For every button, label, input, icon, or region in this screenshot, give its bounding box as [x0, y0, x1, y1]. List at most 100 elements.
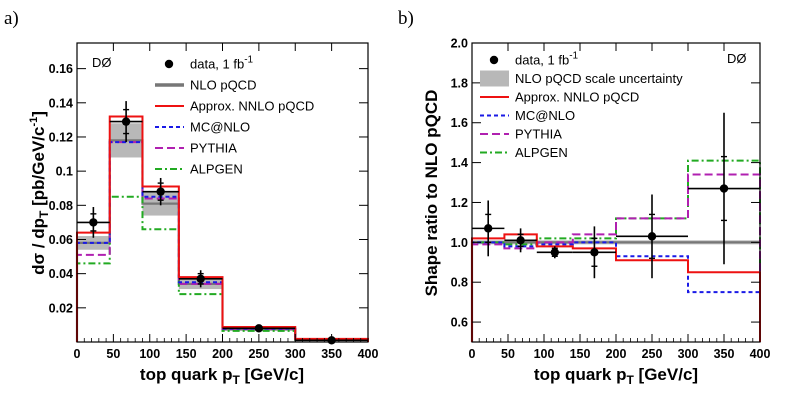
x-tick-label-b-8: 400	[750, 347, 771, 361]
y-tick-label-a-2: 0.06	[49, 233, 73, 247]
legend-alpgen-label-b: ALPGEN	[515, 145, 568, 160]
y-tick-label-b-1: 0.8	[451, 276, 468, 290]
x-axis-title-b: top quark pT [GeV/c]	[534, 365, 698, 387]
legend-mcnlo-label-a: MC@NLO	[190, 120, 250, 135]
x-axis-title-a: top quark pT [GeV/c]	[140, 365, 304, 387]
x-tick-label-a-7: 350	[321, 347, 342, 361]
legend-nlo-swatch-b	[480, 70, 509, 87]
legend-alpgen-label-a: ALPGEN	[190, 162, 243, 177]
x-tick-label-b-6: 300	[678, 347, 699, 361]
legend-data-label-a: data, 1 fb-1	[190, 55, 254, 72]
legend-data-text-a: data, 1 fb	[190, 57, 244, 72]
y-tick-label-b-3: 1.2	[451, 196, 468, 210]
legend-nnlo-text-a: Approx. NNLO pQCD	[190, 99, 314, 114]
legend-pythia-label-b: PYTHIA	[515, 127, 562, 142]
y-axis-unit-c-a: c	[29, 127, 48, 136]
x-axis-label-sub-b: T	[626, 373, 634, 387]
data-point-b-2	[550, 248, 559, 257]
legend-alpgen-text-b: ALPGEN	[515, 145, 568, 160]
data-point-b-5	[719, 184, 729, 193]
x-tick-label-a-6: 300	[285, 347, 306, 361]
legend-alpgen-text-a: ALPGEN	[190, 162, 243, 177]
legend-nlo-label-b: NLO pQCD scale uncertainty	[515, 71, 683, 86]
y-tick-label-b-0: 0.6	[451, 316, 468, 330]
x-axis-unit-b: [GeV/c]	[639, 365, 699, 384]
legend-pythia-text-b: PYTHIA	[515, 127, 562, 142]
plot-frame-a	[76, 42, 369, 343]
panel-a-label: a)	[4, 8, 19, 29]
y-tick-label-a-6: 0.14	[49, 96, 73, 110]
legend-nnlo-text-b: Approx. NNLO pQCD	[515, 90, 639, 105]
data-point-a-1	[121, 117, 131, 126]
x-tick-label-b-0: 0	[469, 347, 476, 361]
y-axis-label-b: Shape ratio to NLO pQCD	[422, 90, 441, 297]
x-tick-label-b-7: 350	[714, 347, 735, 361]
x-tick-label-a-0: 0	[74, 347, 81, 361]
plot-frame-b	[471, 42, 761, 343]
x-tick-label-b-4: 200	[606, 347, 627, 361]
legend-nlo-label-a: NLO pQCD	[190, 78, 256, 93]
y-tick-label-b-2: 1.0	[451, 236, 468, 250]
y-tick-label-a-7: 0.16	[49, 62, 73, 76]
legend-data-swatch-b	[489, 55, 499, 65]
legend-a: data, 1 fb-1 NLO pQCD Approx. NNLO pQCD MC@…	[155, 55, 314, 177]
legend-data-text-b: data, 1 fb	[515, 53, 569, 68]
y-axis-unit-slash-a: /	[29, 136, 48, 141]
legend-data-swatch-a	[164, 59, 174, 69]
y-axis-unit-close-a: ]	[29, 111, 48, 117]
data-point-b-0	[484, 224, 493, 233]
y-tick-label-b-7: 2.0	[451, 37, 468, 51]
legend-nlo-text-b: NLO pQCD scale uncertainty	[515, 71, 683, 86]
y-axis-label-a: dσ / dp	[29, 218, 48, 275]
legend-data-sup-a: -1	[244, 55, 253, 66]
y-axis-label-sub-a: T	[37, 210, 51, 218]
series-pythia-b	[471, 173, 761, 342]
x-axis-label-b: top quark p	[534, 365, 627, 384]
data-point-b-3	[590, 248, 599, 257]
legend-data-sup-b: -1	[569, 51, 578, 62]
legend-nnlo-label-b: Approx. NNLO pQCD	[515, 90, 639, 105]
x-tick-label-a-2: 100	[139, 347, 160, 361]
y-axis-unit-sup-a: -1	[28, 117, 40, 127]
experiment-label-b: DØ	[727, 51, 747, 66]
y-tick-label-b-5: 1.6	[451, 116, 468, 130]
series-alpgen-b	[471, 159, 761, 342]
data-point-a-0	[89, 218, 98, 227]
panel-b: b) 0 50 100 150 200 250 300 350 400 0.6 0.8 1.0 1.2 1…	[398, 8, 770, 387]
data-point-a-3	[196, 274, 205, 283]
panel-a: a) 0 50 100 150 200 250 300 350 4000.020.040.060…	[4, 8, 378, 387]
y-tick-label-a-1: 0.04	[49, 267, 73, 281]
legend-nlo-text-a: NLO pQCD	[190, 78, 256, 93]
y-tick-label-a-3: 0.08	[49, 199, 73, 213]
data-point-b-1	[516, 236, 525, 245]
x-tick-label-a-5: 250	[248, 347, 269, 361]
legend-nnlo-label-a: Approx. NNLO pQCD	[190, 99, 314, 114]
data-point-a-4	[254, 324, 264, 333]
x-axis-label-sub-a: T	[232, 373, 240, 387]
x-tick-label-b-2: 100	[534, 347, 555, 361]
x-tick-label-b-3: 150	[570, 347, 591, 361]
legend-pythia-label-a: PYTHIA	[190, 141, 237, 156]
y-axis-unit-a: [pb/GeV	[29, 140, 48, 206]
x-tick-label-a-4: 200	[212, 347, 233, 361]
x-tick-label-a-1: 50	[106, 347, 120, 361]
plot-area-b: 0 50 100 150 200 250 300 350 400 0.6 0.8 1.0 1.2 1.4 1…	[451, 37, 771, 362]
legend-b: data, 1 fb-1 NLO pQCD scale uncertainty Ap…	[480, 51, 683, 160]
plot-area-a: 0 50 100 150 200 250 300 350 400 0.02 0.04 0.06 0.08…	[49, 43, 378, 361]
legend-data-label-b: data, 1 fb-1	[515, 51, 579, 68]
x-tick-label-a-3: 150	[176, 347, 197, 361]
legend-pythia-text-a: PYTHIA	[190, 141, 237, 156]
y-axis-title-a: dσ / dpT [pb/GeV/c-1]	[28, 111, 51, 275]
y-tick-label-a-4: 0.1	[56, 165, 73, 179]
series-mcnlo-b	[471, 241, 761, 342]
y-tick-label-a-0: 0.02	[49, 301, 73, 315]
y-tick-label-b-6: 1.8	[451, 76, 468, 90]
x-axis-unit-a: [GeV/c]	[245, 365, 305, 384]
y-tick-label-a-5: 0.12	[49, 130, 73, 144]
x-axis-label-a: top quark p	[140, 365, 233, 384]
legend-mcnlo-label-b: MC@NLO	[515, 108, 575, 123]
y-tick-label-b-4: 1.4	[451, 156, 468, 170]
experiment-label-a: DØ	[92, 55, 112, 70]
data-point-a-2	[156, 187, 165, 196]
